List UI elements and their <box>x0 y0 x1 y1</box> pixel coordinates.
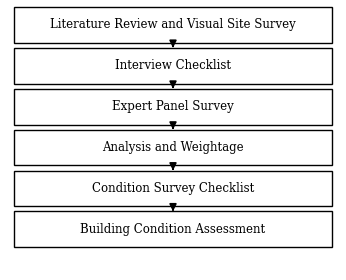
FancyBboxPatch shape <box>14 7 332 43</box>
FancyBboxPatch shape <box>14 89 332 125</box>
FancyBboxPatch shape <box>14 130 332 165</box>
Text: Literature Review and Visual Site Survey: Literature Review and Visual Site Survey <box>50 18 296 31</box>
FancyBboxPatch shape <box>14 48 332 84</box>
Text: Building Condition Assessment: Building Condition Assessment <box>80 223 266 236</box>
FancyBboxPatch shape <box>14 171 332 206</box>
Text: Expert Panel Survey: Expert Panel Survey <box>112 100 234 113</box>
Text: Interview Checklist: Interview Checklist <box>115 59 231 72</box>
Text: Condition Survey Checklist: Condition Survey Checklist <box>92 182 254 195</box>
Text: Analysis and Weightage: Analysis and Weightage <box>102 141 244 154</box>
FancyBboxPatch shape <box>14 211 332 247</box>
